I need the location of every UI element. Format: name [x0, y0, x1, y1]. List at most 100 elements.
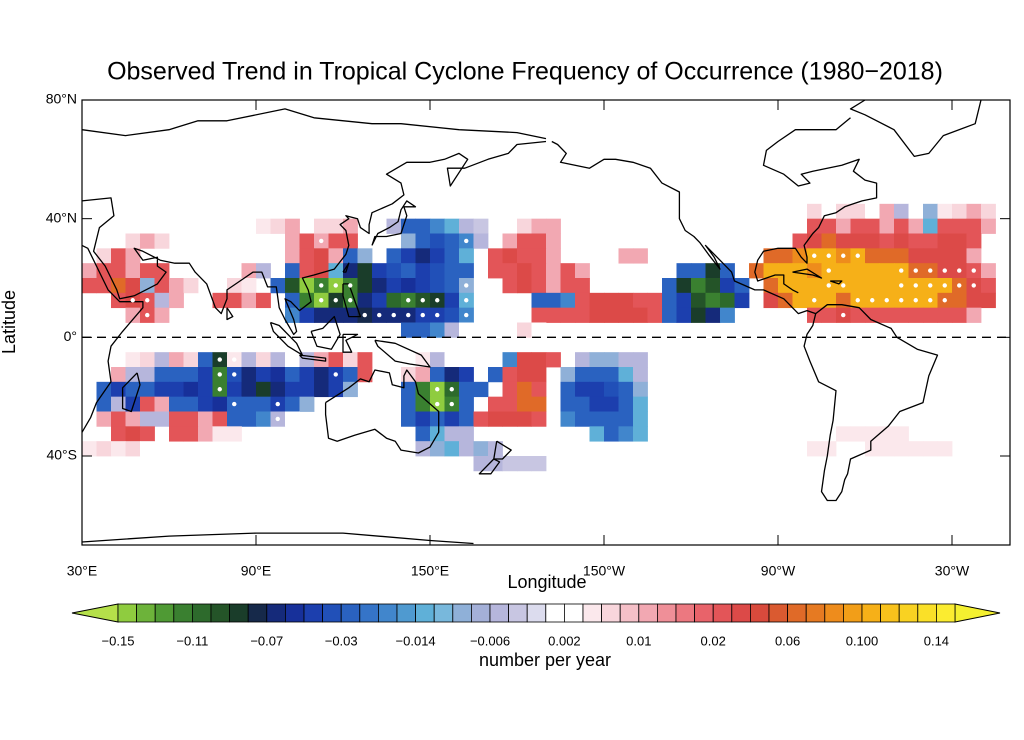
- grid-cell: [169, 426, 184, 442]
- colorbar-box: [117, 603, 138, 623]
- significance-dot: [232, 401, 237, 407]
- grid-cell: [792, 278, 808, 294]
- grid-cell: [444, 411, 460, 427]
- significance-dot: [899, 298, 904, 303]
- grid-cell: [691, 292, 706, 309]
- grid-cell: [502, 396, 518, 412]
- grid-cell: [546, 292, 561, 309]
- grid-cell: [517, 278, 532, 294]
- grid-cell: [966, 233, 982, 249]
- grid-cell: [256, 411, 271, 427]
- grid-cell: [241, 381, 257, 398]
- grid-cell: [952, 292, 967, 309]
- colorbar-box: [880, 603, 900, 623]
- grid-cell: [763, 292, 779, 309]
- grid-cell: [169, 352, 184, 368]
- grid-cell: [401, 322, 416, 338]
- grid-cell: [981, 278, 996, 294]
- significance-dot: [464, 238, 469, 244]
- grid-cell: [575, 292, 590, 309]
- colorbar-box: [136, 603, 156, 623]
- grid-cell: [589, 426, 605, 442]
- grid-cell: [589, 381, 605, 398]
- grid-cell: [531, 233, 547, 249]
- coastline: [374, 339, 431, 368]
- significance-dot: [464, 283, 469, 288]
- significance-dot: [841, 312, 846, 318]
- grid-cell: [473, 218, 489, 234]
- grid-cell: [459, 426, 474, 442]
- grid-cell: [691, 278, 706, 294]
- colorbar-box: [173, 603, 193, 623]
- significance-dot: [319, 283, 324, 288]
- grid-cell: [531, 367, 547, 383]
- grid-cell: [879, 233, 895, 249]
- grid-cell: [357, 352, 373, 368]
- significance-dot: [841, 253, 846, 258]
- grid-cell: [894, 307, 909, 323]
- colorbar-tick-label: −0.07: [250, 633, 283, 648]
- grid-cell: [111, 278, 126, 294]
- grid-cell: [140, 367, 155, 383]
- grid-cell: [850, 307, 866, 323]
- y-axis-label: Latitude: [0, 290, 19, 354]
- grid-cell: [589, 411, 605, 427]
- colorbar-tick-label: 0.06: [775, 633, 800, 648]
- grid-cell: [894, 203, 909, 220]
- grid-cell: [154, 367, 170, 383]
- y-tick-label: 0°: [64, 328, 77, 344]
- significance-dot: [826, 283, 831, 288]
- grid-cell: [894, 426, 909, 442]
- grid-cell: [241, 278, 257, 294]
- grid-cell: [82, 278, 97, 294]
- significance-dot: [217, 387, 222, 392]
- grid-cell: [314, 367, 329, 383]
- grid-cell: [169, 396, 184, 412]
- grid-cell: [444, 352, 460, 368]
- grid-cell: [850, 218, 866, 234]
- grid-cell: [792, 233, 808, 249]
- grid-cell: [952, 307, 967, 323]
- colorbar-box: [861, 603, 882, 623]
- grid-cell: [357, 292, 373, 309]
- grid-cell: [140, 263, 155, 279]
- grid-cell: [415, 322, 431, 338]
- grid-cell: [473, 456, 489, 472]
- grid-cell: [459, 218, 474, 234]
- grid-cell: [125, 278, 141, 294]
- grid-cell: [589, 307, 605, 323]
- grid-cell: [807, 278, 822, 294]
- x-tick-label: 30°E: [67, 563, 98, 579]
- grid-cell: [198, 411, 213, 427]
- grid-cell: [604, 381, 619, 398]
- grid-cell: [517, 456, 532, 472]
- grid-cell: [125, 233, 141, 249]
- grid-cell: [894, 441, 909, 457]
- grid-cell: [111, 367, 126, 383]
- significance-dot: [420, 312, 425, 318]
- grid-cell: [430, 352, 445, 368]
- grid-cell: [807, 218, 822, 234]
- grid-cell: [328, 248, 344, 264]
- grid-cell: [444, 278, 460, 294]
- colorbar-box: [470, 603, 491, 623]
- grid-cell: [734, 278, 750, 294]
- grid-cell: [314, 248, 329, 264]
- grid-cell: [488, 248, 503, 264]
- y-tick-label: 40°S: [46, 447, 77, 463]
- axes: 30°E 90°E 150°E 150°W 90°W 30°W 80°N 40°N 0° 40°S: [46, 91, 1011, 579]
- colorbar-box: [191, 603, 212, 623]
- grid-cell: [966, 203, 982, 220]
- grid-cell: [517, 352, 532, 368]
- coastline: [478, 458, 501, 475]
- grid-cell: [531, 278, 547, 294]
- significance-dot: [464, 327, 469, 333]
- grid-cell: [618, 396, 634, 412]
- grid-cell: [647, 307, 663, 323]
- grid-cell: [575, 411, 590, 427]
- grid-cell: [850, 278, 866, 294]
- grid-cell: [314, 307, 329, 323]
- grid-cell: [154, 292, 170, 309]
- significance-dot: [957, 283, 962, 288]
- colorbar-box: [284, 603, 305, 623]
